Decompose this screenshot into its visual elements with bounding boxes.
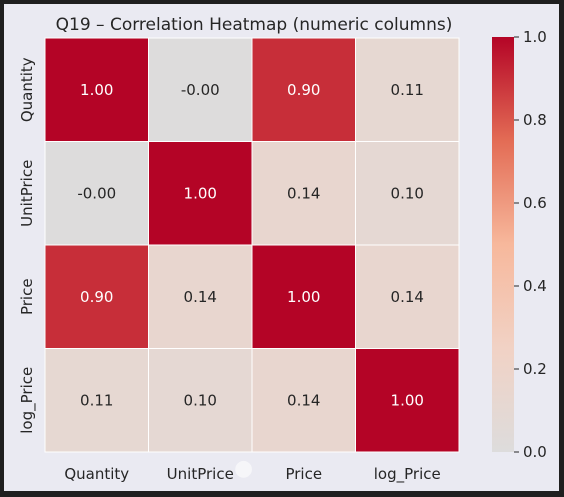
- heatmap-cell: [148, 141, 253, 246]
- colorbar-tick-label: 0.6: [523, 194, 547, 212]
- chart-frame: Q19 – Correlation Heatmap (numeric colum…: [4, 4, 559, 491]
- cell-value-label: 0.14: [287, 184, 320, 202]
- cell-value-label: 1.00: [184, 184, 217, 202]
- heatmap-cell: [355, 37, 460, 142]
- cell-value-label: 0.14: [287, 391, 320, 409]
- chart-title: Q19 – Correlation Heatmap (numeric colum…: [56, 15, 453, 35]
- row-label: Quantity: [18, 57, 36, 122]
- colorbar-tick-label: 0.2: [523, 360, 547, 378]
- cell-value-label: 1.00: [287, 288, 320, 306]
- column-label: Quantity: [64, 465, 129, 483]
- heatmap-cell: [355, 348, 460, 453]
- column-label: UnitPrice: [167, 465, 234, 483]
- heatmap-cell: [251, 348, 356, 453]
- row-labels: Quantity UnitPrice Price log_Price: [18, 57, 37, 434]
- row-label: log_Price: [18, 367, 37, 434]
- heatmap-cell: [44, 348, 149, 453]
- cell-value-label: 1.00: [391, 391, 424, 409]
- cell-value-label: 0.14: [391, 288, 424, 306]
- heatmap-cell: [148, 37, 253, 142]
- cell-value-label: 0.14: [184, 288, 217, 306]
- cell-value-label: 1.00: [80, 81, 113, 99]
- row-label: UnitPrice: [18, 160, 36, 227]
- heatmap-cell: [355, 141, 460, 246]
- colorbar-tick-label: 0.0: [523, 443, 547, 461]
- heatmap-cells: 1.00 -0.00 0.90 0.11 -0.00 1.00 0.14 0.10 0.90 0.…: [44, 37, 460, 453]
- cell-value-label: 0.90: [287, 81, 320, 99]
- heatmap-cell: [355, 244, 460, 349]
- cell-value-label: 0.10: [184, 391, 217, 409]
- colorbar-tick-label: 0.4: [523, 277, 547, 295]
- cell-value-label: 0.11: [80, 391, 113, 409]
- cell-value-label: 0.11: [391, 81, 424, 99]
- cell-value-label: 0.10: [391, 184, 424, 202]
- heatmap-chart: Q19 – Correlation Heatmap (numeric colum…: [18, 15, 547, 484]
- heatmap-cell: [251, 37, 356, 142]
- heatmap-cell: [148, 348, 253, 453]
- cell-value-label: 0.90: [80, 288, 113, 306]
- heatmap-cell: [44, 37, 149, 142]
- heatmap-cell: [148, 244, 253, 349]
- colorbar-tick-label: 0.8: [523, 111, 547, 129]
- colorbar-ticks: 0.0 0.2 0.4 0.6 0.8 1.0: [514, 28, 547, 461]
- column-label: log_Price: [374, 465, 441, 484]
- column-label: Price: [285, 465, 322, 483]
- colorbar-tick-label: 1.0: [523, 28, 547, 46]
- cell-value-label: -0.00: [181, 81, 220, 99]
- cell-value-label: -0.00: [77, 184, 116, 202]
- row-label: Price: [18, 278, 36, 315]
- column-labels: Quantity UnitPrice Price log_Price: [64, 465, 440, 484]
- colorbar: [492, 37, 514, 452]
- watermark-logo: ●: [234, 456, 254, 481]
- heatmap-cell: [44, 141, 149, 246]
